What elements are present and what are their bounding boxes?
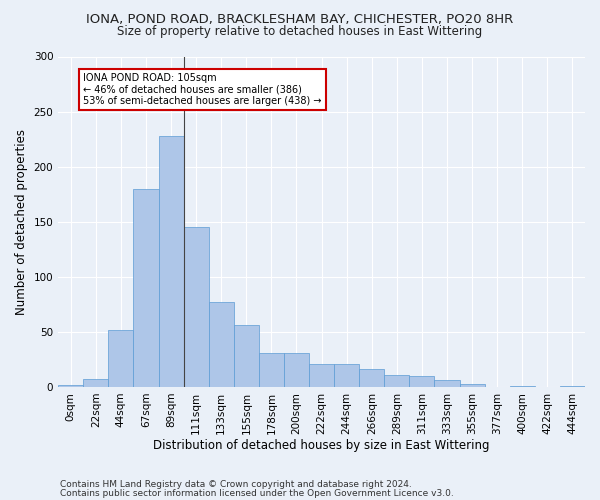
Bar — [359, 370, 385, 387]
Bar — [209, 302, 234, 387]
Bar — [83, 379, 109, 387]
Bar — [560, 386, 585, 387]
Bar — [434, 380, 460, 387]
Bar — [58, 385, 83, 387]
Bar — [385, 375, 409, 387]
Text: Size of property relative to detached houses in East Wittering: Size of property relative to detached ho… — [118, 25, 482, 38]
Bar — [184, 227, 209, 387]
X-axis label: Distribution of detached houses by size in East Wittering: Distribution of detached houses by size … — [154, 440, 490, 452]
Bar — [334, 364, 359, 387]
Bar — [109, 330, 133, 387]
Bar — [309, 364, 334, 387]
Y-axis label: Number of detached properties: Number of detached properties — [15, 128, 28, 314]
Text: Contains HM Land Registry data © Crown copyright and database right 2024.: Contains HM Land Registry data © Crown c… — [60, 480, 412, 489]
Bar — [234, 326, 259, 387]
Bar — [284, 353, 309, 387]
Bar — [133, 188, 158, 387]
Bar — [510, 386, 535, 387]
Bar — [158, 136, 184, 387]
Text: Contains public sector information licensed under the Open Government Licence v3: Contains public sector information licen… — [60, 488, 454, 498]
Bar — [259, 353, 284, 387]
Bar — [460, 384, 485, 387]
Text: IONA, POND ROAD, BRACKLESHAM BAY, CHICHESTER, PO20 8HR: IONA, POND ROAD, BRACKLESHAM BAY, CHICHE… — [86, 12, 514, 26]
Text: IONA POND ROAD: 105sqm
← 46% of detached houses are smaller (386)
53% of semi-de: IONA POND ROAD: 105sqm ← 46% of detached… — [83, 73, 322, 106]
Bar — [409, 376, 434, 387]
